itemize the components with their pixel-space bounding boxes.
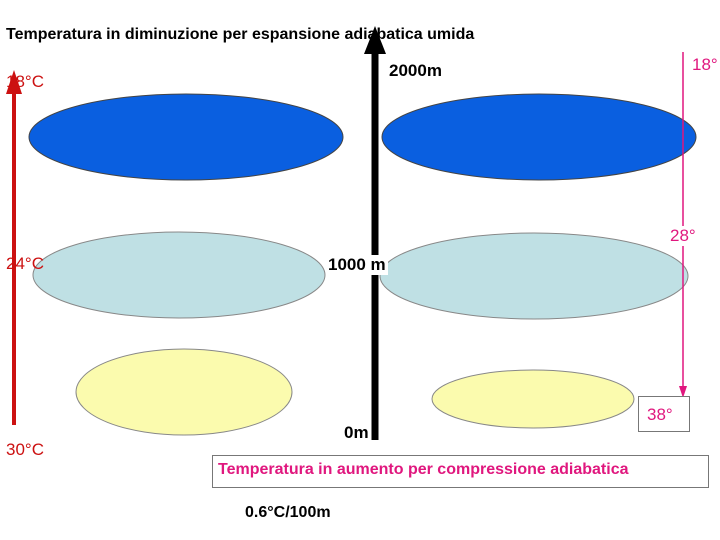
left-temp-low: 30°C <box>6 440 44 459</box>
bottom-title-box <box>212 455 709 488</box>
descending-arrow <box>679 52 687 398</box>
title-bottom: Temperatura in aumento per compressione … <box>218 461 629 478</box>
right-temp-low: 38° <box>647 405 673 424</box>
altitude-label-0: 0m <box>343 423 370 443</box>
left-temp-high: 18°C <box>6 72 44 91</box>
right-temp-low-box <box>638 396 690 432</box>
cloud-low-right <box>431 369 635 429</box>
cloud-mid-right <box>379 232 689 320</box>
cloud-low-left <box>75 348 293 436</box>
title-top: Temperatura in diminuzione per espansion… <box>6 26 475 43</box>
rising-arrow <box>6 70 22 425</box>
altitude-arrow <box>364 26 386 440</box>
right-temp-mid: 28° <box>670 226 696 246</box>
left-temp-mid: 24°C <box>6 254 44 273</box>
cloud-mid-left <box>32 231 326 319</box>
altitude-label-1000: 1000 m <box>326 255 388 275</box>
cloud-high-left <box>28 93 344 181</box>
altitude-label-2000: 2000m <box>389 61 442 80</box>
cloud-high-right <box>381 93 697 181</box>
lapse-rate-label: 0.6°C/100m <box>245 504 331 521</box>
right-temp-high: 18° <box>692 55 718 74</box>
